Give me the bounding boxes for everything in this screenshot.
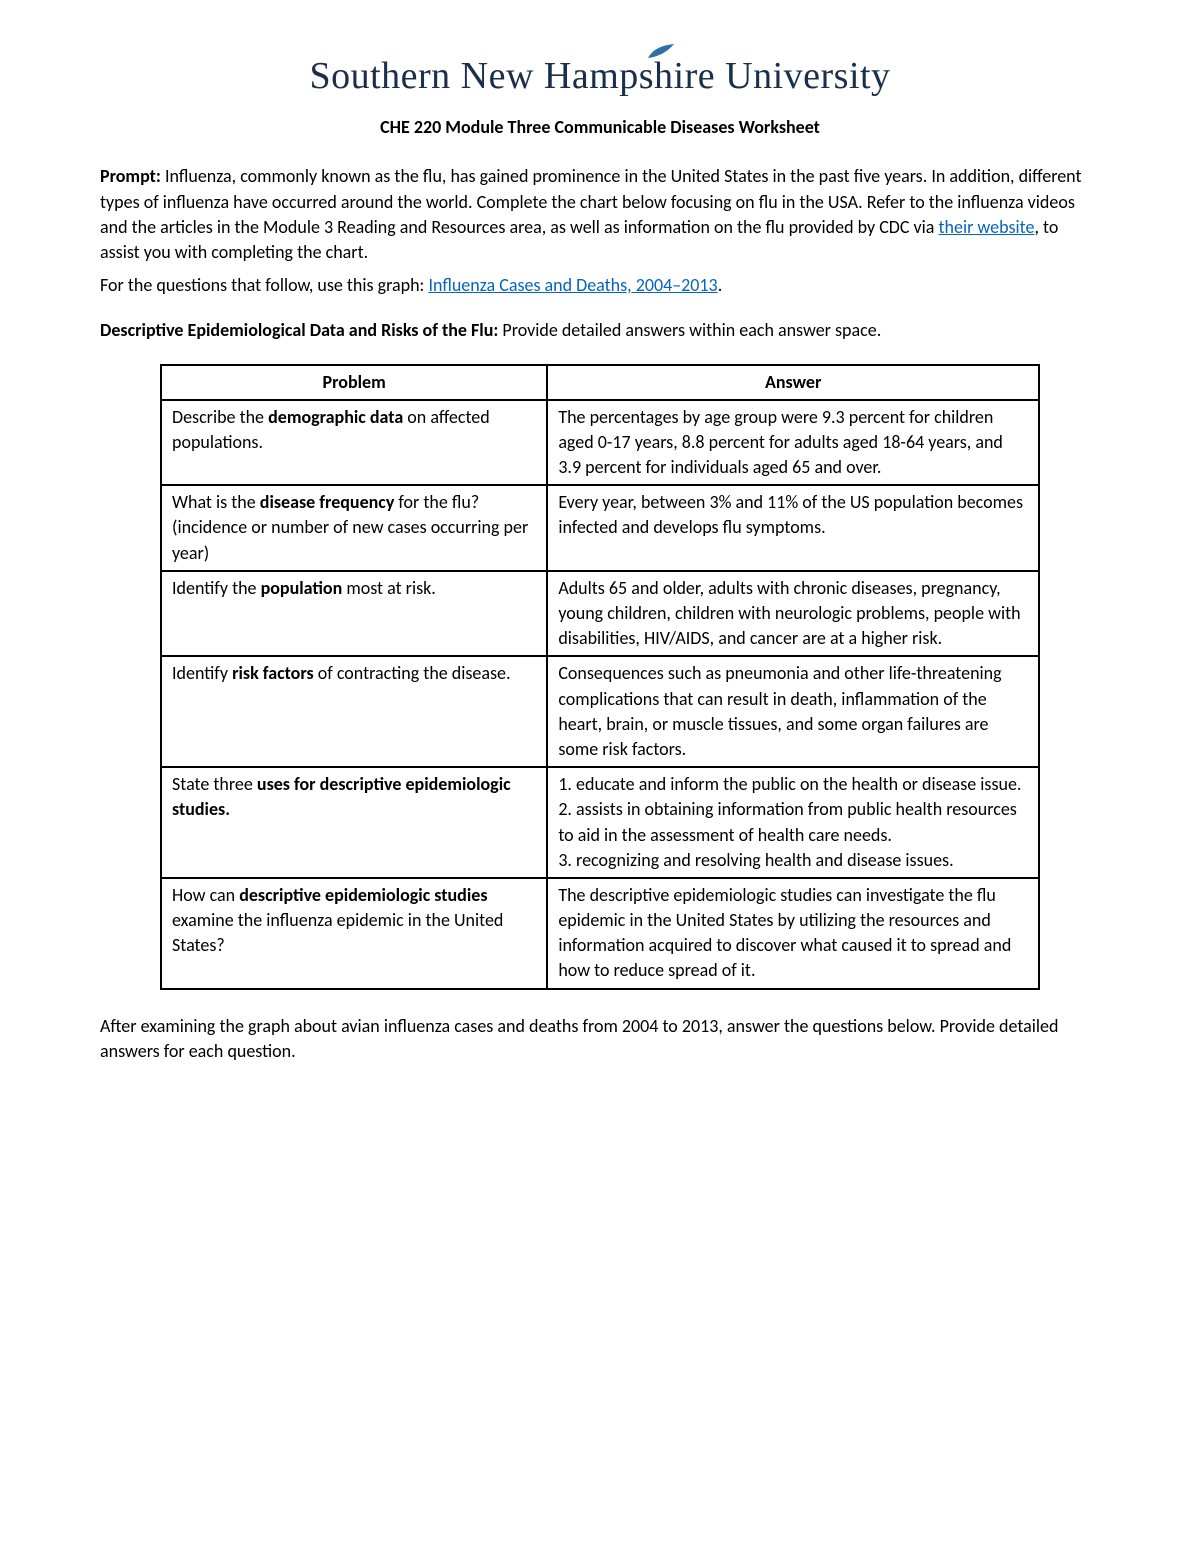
problem-bold: disease frequency xyxy=(260,491,395,513)
answer-cell: The percentages by age group were 9.3 pe… xyxy=(547,400,1039,486)
document-title: CHE 220 Module Three Communicable Diseas… xyxy=(100,115,1100,140)
answer-cell: Adults 65 and older, adults with chronic… xyxy=(547,571,1039,657)
table-row: What is the disease frequency for the fl… xyxy=(161,485,1039,571)
logo: Southern New Hampshire University xyxy=(100,50,1100,103)
table-header-row: Problem Answer xyxy=(161,365,1039,400)
problem-cell: What is the disease frequency for the fl… xyxy=(161,485,547,571)
table-row: How can descriptive epidemiologic studie… xyxy=(161,878,1039,989)
table-row: State three uses for descriptive epidemi… xyxy=(161,767,1039,878)
problem-prefix: Identify the xyxy=(172,577,261,599)
answer-cell: The descriptive epidemiologic studies ca… xyxy=(547,878,1039,989)
problem-prefix: Describe the xyxy=(172,406,268,428)
problem-prefix: Identify xyxy=(172,662,232,684)
section-heading-rest: Provide detailed answers within each ans… xyxy=(498,319,881,341)
section-heading: Descriptive Epidemiological Data and Ris… xyxy=(100,318,1100,343)
problem-cell: State three uses for descriptive epidemi… xyxy=(161,767,547,878)
section-heading-bold: Descriptive Epidemiological Data and Ris… xyxy=(100,319,498,341)
cdc-website-link[interactable]: their website xyxy=(939,216,1035,238)
problem-suffix: examine the influenza epidemic in the Un… xyxy=(172,909,503,956)
closing-paragraph: After examining the graph about avian in… xyxy=(100,1014,1100,1064)
table-row: Identify the population most at risk. Ad… xyxy=(161,571,1039,657)
problem-suffix: of contracting the disease. xyxy=(314,662,511,684)
problem-cell: How can descriptive epidemiologic studie… xyxy=(161,878,547,989)
header-problem: Problem xyxy=(161,365,547,400)
logo-text: Southern New Hampshire University xyxy=(309,50,890,103)
answer-cell: 1. educate and inform the public on the … xyxy=(547,767,1039,878)
table-body: Describe the demographic data on affecte… xyxy=(161,400,1039,989)
problem-cell: Describe the demographic data on affecte… xyxy=(161,400,547,486)
answer-cell: Every year, between 3% and 11% of the US… xyxy=(547,485,1039,571)
answer-cell: Consequences such as pneumonia and other… xyxy=(547,656,1039,767)
leaf-icon xyxy=(646,42,676,60)
graph-reference-line: For the questions that follow, use this … xyxy=(100,273,1100,298)
problem-prefix: What is the xyxy=(172,491,260,513)
table-row: Identify risk factors of contracting the… xyxy=(161,656,1039,767)
worksheet-table: Problem Answer Describe the demographic … xyxy=(160,364,1040,990)
problem-bold: population xyxy=(261,577,343,599)
problem-cell: Identify the population most at risk. xyxy=(161,571,547,657)
prompt-label: Prompt: xyxy=(100,165,161,187)
problem-suffix: most at risk. xyxy=(342,577,436,599)
problem-bold: demographic data xyxy=(268,406,403,428)
prompt-text-1: Influenza, commonly known as the flu, ha… xyxy=(100,165,1082,237)
header-answer: Answer xyxy=(547,365,1039,400)
table-row: Describe the demographic data on affecte… xyxy=(161,400,1039,486)
problem-cell: Identify risk factors of contracting the… xyxy=(161,656,547,767)
graph-line-prefix: For the questions that follow, use this … xyxy=(100,274,428,296)
graph-line-suffix: . xyxy=(718,274,723,296)
prompt-paragraph: Prompt: Influenza, commonly known as the… xyxy=(100,164,1100,265)
logo-text-label: Southern New Hampshire University xyxy=(309,55,890,97)
influenza-graph-link[interactable]: Influenza Cases and Deaths, 2004–2013 xyxy=(428,274,717,296)
problem-prefix: State three xyxy=(172,773,257,795)
problem-prefix: How can xyxy=(172,884,239,906)
problem-bold: risk factors xyxy=(232,662,314,684)
problem-bold: descriptive epidemiologic studies xyxy=(239,884,487,906)
